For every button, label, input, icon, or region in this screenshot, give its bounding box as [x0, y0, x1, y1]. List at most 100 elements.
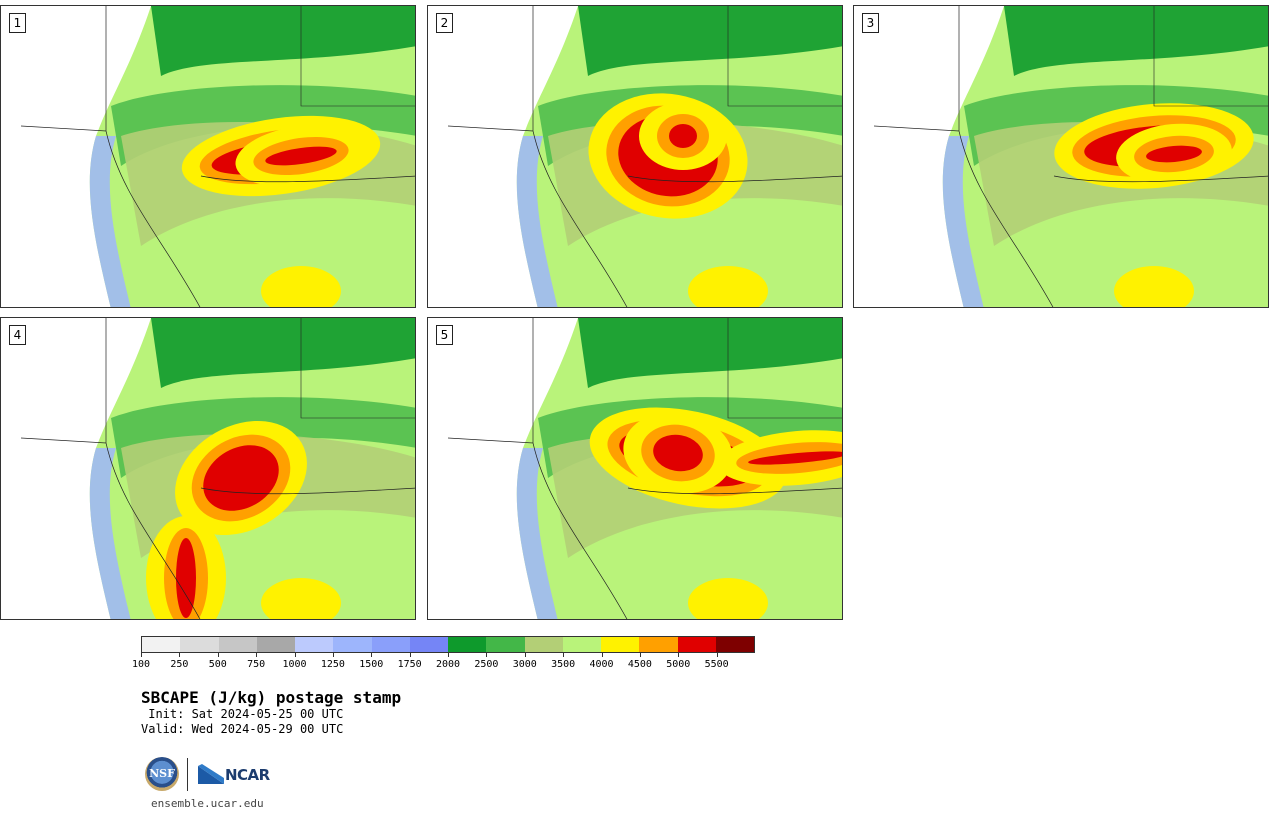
nsf-logo: NSF: [145, 757, 179, 791]
colorbar-swatch: [218, 637, 257, 652]
init-time: Init: Sat 2024-05-25 00 UTC: [141, 707, 344, 721]
state-border-lines-east: [727, 318, 842, 419]
colorbar-swatch: [256, 637, 295, 652]
blue-band: [516, 136, 558, 307]
colorbar-tick: [678, 653, 680, 657]
postage-stamp-panel-2: 2: [427, 5, 843, 308]
colorbar-tick-label: 4500: [627, 659, 652, 670]
colorbar-tick: [601, 653, 603, 657]
state-border-lines: [873, 6, 1268, 307]
colorbar-swatch: [715, 637, 754, 652]
colorbar: [141, 636, 755, 653]
postage-stamp-panel-3: 3: [853, 5, 1269, 308]
colorbar-tick-label: 2000: [435, 659, 461, 670]
postage-stamp-panel-4: 4: [0, 317, 416, 620]
colorbar-tick: [256, 653, 258, 657]
blue-band: [942, 136, 984, 307]
colorbar-tick: [371, 653, 373, 657]
green-north-band: [1004, 6, 1268, 76]
colorbar-tick-label: 1750: [397, 659, 422, 670]
cape-red-core: [1146, 145, 1202, 163]
colorbar-tick: [179, 653, 181, 657]
low-cape-region: [428, 6, 578, 307]
colorbar-ticks: 100 250 500 750 1000 1250 1500 1750 2000 2500 3000…: [132, 653, 755, 673]
ncar-logo-text: NCAR: [225, 766, 270, 784]
colorbar-swatch: [639, 637, 678, 652]
cape-map-3: [854, 6, 1268, 307]
state-border-lines-east: [300, 6, 415, 107]
colorbar-tick: [486, 653, 488, 657]
state-border-lines: [20, 318, 415, 619]
colorbar-tick-label: 3500: [551, 659, 576, 670]
colorbar-tick-label: 2500: [474, 659, 499, 670]
colorbar-tick: [141, 653, 142, 657]
state-border-lines-east: [727, 6, 842, 107]
blue-band: [89, 448, 131, 619]
cape-red-core: [748, 451, 842, 465]
green-north-band: [151, 318, 415, 388]
chart-title: SBCAPE (J/kg) postage stamp: [141, 688, 402, 707]
nsf-logo-text: NSF: [149, 767, 175, 780]
blue-band: [89, 136, 131, 307]
colorbar-tick: [524, 653, 526, 657]
colorbar-swatch: [677, 637, 716, 652]
cape-red-core: [176, 538, 196, 618]
colorbar-swatch: [409, 637, 448, 652]
green-north-band: [578, 318, 842, 388]
logo-divider: [187, 758, 188, 791]
colorbar-swatch: [486, 637, 525, 652]
colorbar-tick-label: 1500: [359, 659, 384, 670]
low-cape-region: [1, 318, 151, 619]
low-cape-region: [428, 318, 578, 619]
cape-red-core: [203, 445, 279, 511]
colorbar-tick-label: 4000: [589, 659, 614, 670]
colorbar-swatch: [601, 637, 640, 652]
green-north-band: [151, 6, 415, 76]
panel-number-label: 3: [862, 13, 879, 33]
ncar-mark-icon: [198, 764, 224, 784]
colorbar-swatch: [142, 637, 181, 652]
state-border-lines-east: [300, 318, 415, 419]
colorbar-swatch: [371, 637, 410, 652]
colorbar-swatch: [180, 637, 219, 652]
colorbar-tick: [332, 653, 334, 657]
ncar-logo: NCAR: [198, 762, 274, 786]
colorbar-tick-label: 5000: [666, 659, 691, 670]
valid-time: Valid: Wed 2024-05-29 00 UTC: [141, 722, 344, 736]
colorbar-tick-label: 250: [170, 659, 189, 670]
low-cape-region: [854, 6, 1004, 307]
cape-map-5: [428, 318, 842, 619]
colorbar-tick: [639, 653, 641, 657]
colorbar-tick: [563, 653, 565, 657]
panel-number-label: 2: [436, 13, 453, 33]
postage-stamp-panel-1: 1: [0, 5, 416, 308]
colorbar-tick-label: 5500: [704, 659, 729, 670]
colorbar-tick: [294, 653, 296, 657]
colorbar-tick-label: 1250: [320, 659, 345, 670]
panel-number-label: 4: [9, 325, 26, 345]
colorbar-tick: [217, 653, 219, 657]
cape-red-core: [265, 146, 337, 166]
gulf-yellow-area: [688, 578, 768, 619]
colorbar-tick: [409, 653, 411, 657]
cape-map-4: [1, 318, 415, 619]
gulf-yellow-area: [261, 578, 341, 619]
panel-number-label: 1: [9, 13, 26, 33]
panel-number-label: 5: [436, 325, 453, 345]
state-border-lines-east: [1153, 6, 1268, 107]
colorbar-tick: [716, 653, 718, 657]
gulf-yellow-area: [1114, 266, 1194, 307]
postage-stamp-panel-5: 5: [427, 317, 843, 620]
green-north-band: [578, 6, 842, 76]
colorbar-swatch: [562, 637, 601, 652]
colorbar-swatch: [295, 637, 334, 652]
colorbar-tick: [448, 653, 449, 657]
gulf-yellow-area: [688, 266, 768, 307]
state-border-lines: [20, 6, 415, 307]
colorbar-tick-label: 1000: [282, 659, 307, 670]
colorbar-swatch: [333, 637, 372, 652]
state-border-lines: [447, 6, 842, 307]
colorbar-swatch: [524, 637, 563, 652]
colorbar-tick-label: 3000: [512, 659, 537, 670]
colorbar-swatch: [448, 637, 487, 652]
